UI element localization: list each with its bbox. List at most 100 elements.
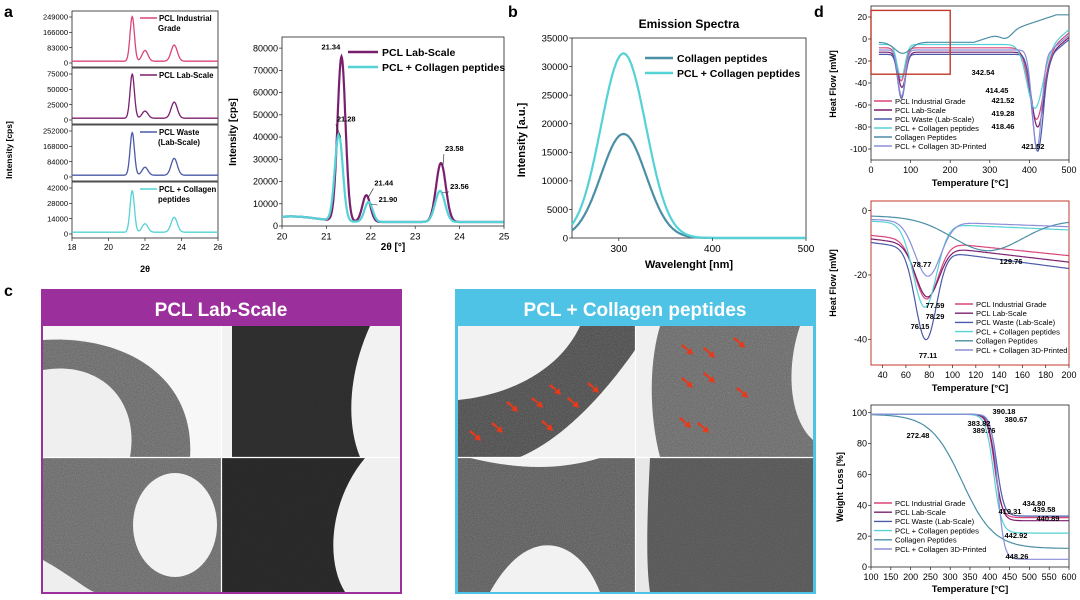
panel-letter-d: d xyxy=(814,4,824,21)
legend-label: PCL Industrial Grade xyxy=(895,499,966,508)
legend-label: Collagen Peptides xyxy=(895,133,957,142)
red-arrow xyxy=(567,397,579,408)
y-tick-label: 42000 xyxy=(47,184,68,193)
y-tick-label: 25000 xyxy=(47,100,68,109)
tga-annotation: 434.80 xyxy=(1023,499,1046,508)
xrd-line-pcl_lab xyxy=(72,72,218,119)
micrograph-collagen-2 xyxy=(636,326,813,457)
x-tick-label: 100 xyxy=(863,572,878,582)
legend-label: PCL Lab-Scale xyxy=(976,309,1027,318)
y-tick-label: -20 xyxy=(855,56,868,66)
y-tick-label: 0 xyxy=(862,206,867,216)
red-arrow-markers xyxy=(469,337,748,441)
y-tick-label: 60000 xyxy=(253,88,278,98)
y-tick-label: 20000 xyxy=(542,119,568,130)
micrograph-lab-1 xyxy=(43,326,221,457)
y-tick-label: 40000 xyxy=(253,132,278,142)
legend-label: PCL + Collagen peptides xyxy=(895,526,979,535)
y-tick-label: 0 xyxy=(64,230,68,239)
y-tick-label: 10000 xyxy=(542,176,568,187)
peak-annotation: 21.34 xyxy=(321,42,341,51)
micrograph-lab-2 xyxy=(222,326,400,457)
legend-label: PCL + Collagen peptides xyxy=(677,68,800,80)
legend-label: PCL Lab-Scale xyxy=(895,508,946,517)
xrd-subplot-1: 75000 50000 25000 0 PCL Lab-Scale xyxy=(47,67,219,125)
x-tick-label: 550 xyxy=(1042,572,1057,582)
red-arrow xyxy=(681,377,693,388)
y-tick-label: 84000 xyxy=(47,157,68,166)
x-tick-label: 600 xyxy=(1061,572,1076,582)
dsc-zoom-line-pcl_industrial xyxy=(870,234,1070,300)
y-tick-label: 20 xyxy=(857,531,867,541)
annotation-leader xyxy=(335,124,342,138)
peak-annotation: 21.28 xyxy=(337,114,356,123)
red-arrow xyxy=(491,422,503,433)
x-tick-label: 200 xyxy=(943,165,958,175)
legend-label: PCL Lab-Scale xyxy=(895,106,946,115)
y-tick-label: 40 xyxy=(857,500,867,510)
dsc-annotation: 76.15 xyxy=(911,322,930,331)
x-tick-label: 250 xyxy=(923,572,938,582)
x-tick-label: 100 xyxy=(903,165,918,175)
y-axis-label: Intensity [cps] xyxy=(4,121,14,179)
zoom-frame xyxy=(870,200,1070,366)
tga-annotation: 272.48 xyxy=(907,431,930,440)
y-tick-label: 75000 xyxy=(47,70,68,79)
x-tick-label: 200 xyxy=(903,572,918,582)
red-arrow xyxy=(541,420,553,431)
annotation-leader xyxy=(442,191,450,194)
x-tick-label: 400 xyxy=(1022,165,1037,175)
y-tick-label: 249000 xyxy=(43,13,68,22)
x-tick-label: 24 xyxy=(177,243,186,252)
y-tick-label: -20 xyxy=(854,270,867,280)
tga-annotation: 442.92 xyxy=(1005,531,1028,540)
red-arrow xyxy=(736,387,748,398)
red-arrow xyxy=(531,397,543,408)
dsc-zoom-line-pcl_waste xyxy=(870,241,1070,341)
x-tick-label: 22 xyxy=(141,243,150,252)
dsc-annotation: 78.77 xyxy=(913,260,932,269)
dsc-line-collagen_peptides xyxy=(878,14,1069,54)
y-tick-label: 10000 xyxy=(253,199,278,209)
y-tick-label: 0 xyxy=(64,173,68,182)
red-arrow xyxy=(733,337,745,348)
y-tick-label: 15000 xyxy=(542,148,568,159)
chart-title: Emission Spectra xyxy=(639,17,740,31)
y-axis-label: Heat Flow [mW] xyxy=(828,249,838,317)
xrd-subplot-2: 252000 168000 84000 0 PCL Waste(Lab-Scale) xyxy=(43,124,219,182)
x-tick-label: 120 xyxy=(968,370,983,380)
x-tick-label: 450 xyxy=(1002,572,1017,582)
y-tick-label: 35000 xyxy=(542,33,568,44)
tga-annotation: 439.58 xyxy=(1033,505,1056,514)
legend-label: PCL + Collagen xyxy=(159,185,216,194)
plot-frame xyxy=(71,124,219,182)
y-tick-label: 0 xyxy=(862,562,867,572)
tga-annotation: 390.18 xyxy=(993,407,1016,416)
x-tick-label: 24 xyxy=(454,232,465,243)
legend-label: PCL + Collagen 3D-Printed xyxy=(976,346,1068,355)
y-axis-label: Heat Flow [mW] xyxy=(828,50,838,118)
x-tick-label: 160 xyxy=(1015,370,1030,380)
x-tick-label: 0 xyxy=(868,165,873,175)
xrd-overlay-line-pcl_collagen xyxy=(282,132,504,224)
x-tick-label: 500 xyxy=(1061,165,1076,175)
legend-label: PCL + Collagen peptides xyxy=(895,124,979,133)
red-arrow xyxy=(703,372,715,383)
legend-label: PCL Waste (Lab-Scale) xyxy=(976,318,1056,327)
x-tick-label: 500 xyxy=(1022,572,1037,582)
y-axis-label: Intensity [cps] xyxy=(228,98,239,166)
panel-letter-b: b xyxy=(508,4,518,21)
y-tick-label: 166000 xyxy=(43,28,68,37)
y-tick-label: 30000 xyxy=(253,154,278,164)
tga-line-pcl_collagen_3d xyxy=(871,413,1069,560)
emission-line-collagen_peptides xyxy=(571,132,806,240)
y-tick-label: 0 xyxy=(862,34,867,44)
y-tick-label: 60 xyxy=(857,470,867,480)
chart-d-dsc-zoom: 40 60 80 100 120 140 160 180 200 0 -20 -40 Temperatu… xyxy=(828,200,1077,394)
x-tick-label: 20 xyxy=(104,243,113,252)
tga-annotation: 419.31 xyxy=(999,507,1022,516)
y-tick-label: 100 xyxy=(852,408,867,418)
x-axis-label: Temperature [°C] xyxy=(932,584,1008,595)
